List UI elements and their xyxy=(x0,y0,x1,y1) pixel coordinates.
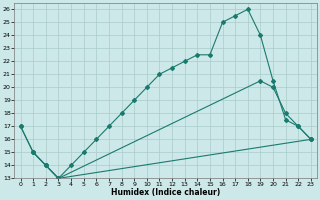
X-axis label: Humidex (Indice chaleur): Humidex (Indice chaleur) xyxy=(111,188,220,197)
